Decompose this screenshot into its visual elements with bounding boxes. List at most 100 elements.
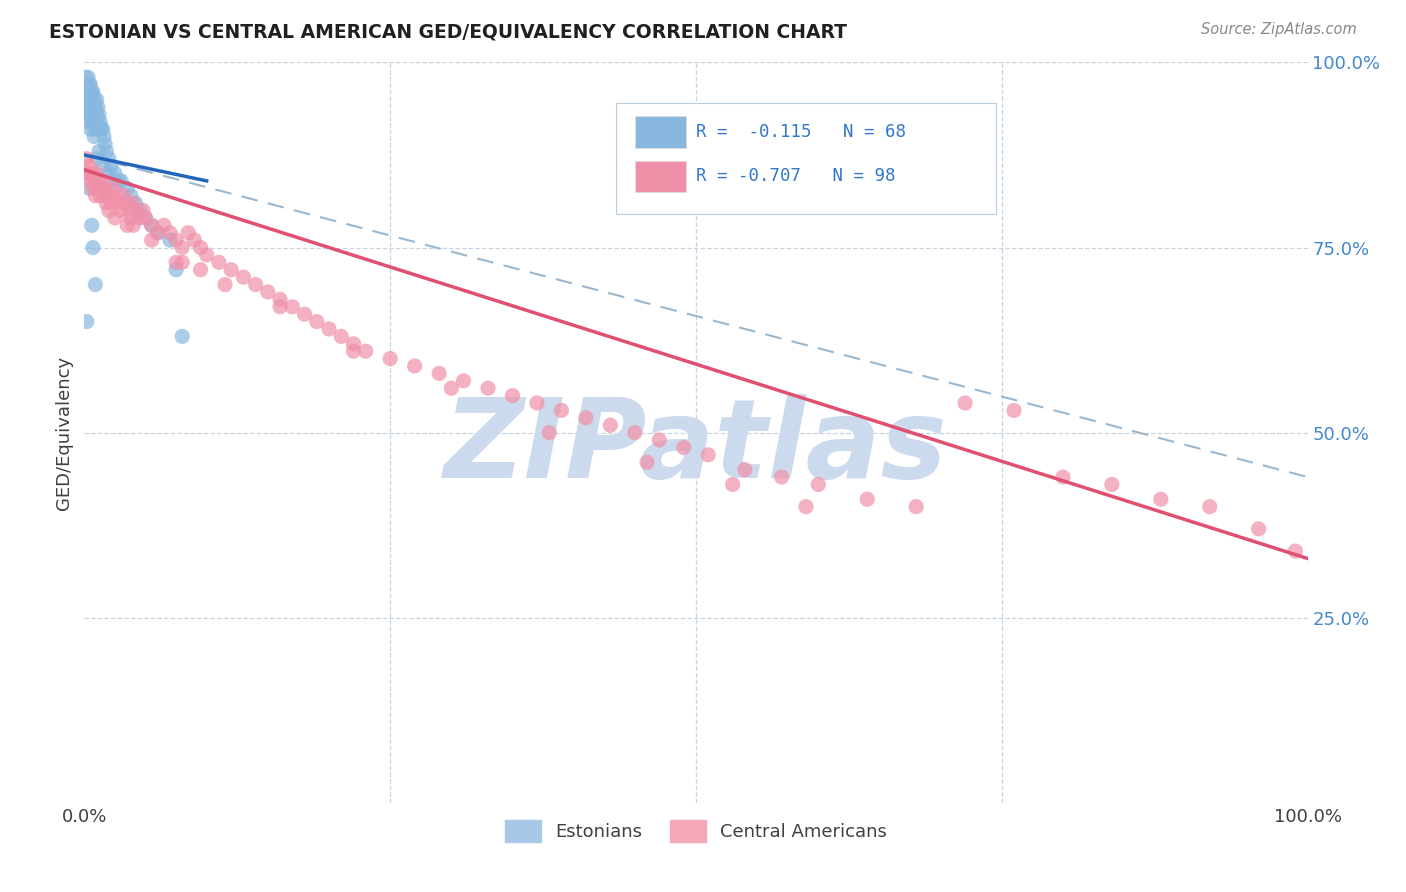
Point bbox=[1198, 500, 1220, 514]
Point bbox=[122, 219, 145, 233]
Point bbox=[1002, 403, 1025, 417]
Point bbox=[117, 203, 139, 218]
Point bbox=[87, 174, 110, 188]
Point bbox=[77, 181, 100, 195]
Point bbox=[91, 159, 114, 173]
Point bbox=[905, 500, 928, 514]
Point bbox=[1052, 470, 1074, 484]
Point bbox=[91, 122, 114, 136]
Point bbox=[86, 107, 108, 121]
Point bbox=[77, 78, 100, 92]
Point bbox=[77, 107, 100, 121]
Point bbox=[86, 122, 108, 136]
Y-axis label: GED/Equivalency: GED/Equivalency bbox=[55, 356, 73, 509]
Point bbox=[550, 403, 572, 417]
Point bbox=[440, 381, 463, 395]
Point bbox=[120, 188, 142, 202]
Point bbox=[125, 203, 148, 218]
Point bbox=[318, 322, 340, 336]
Point bbox=[120, 211, 142, 225]
Point bbox=[104, 166, 127, 180]
Point bbox=[648, 433, 671, 447]
Point bbox=[80, 100, 103, 114]
Point bbox=[214, 277, 236, 292]
Point bbox=[159, 226, 181, 240]
Point bbox=[1101, 477, 1123, 491]
Point bbox=[159, 233, 181, 247]
Point bbox=[128, 211, 150, 225]
Point bbox=[97, 188, 120, 202]
Legend: Estonians, Central Americans: Estonians, Central Americans bbox=[498, 813, 894, 849]
Point bbox=[141, 219, 163, 233]
Point bbox=[100, 159, 122, 173]
Point bbox=[141, 233, 163, 247]
Point bbox=[90, 122, 112, 136]
Point bbox=[77, 166, 100, 180]
Point bbox=[77, 159, 100, 173]
Point bbox=[83, 92, 105, 106]
Text: R =  -0.115   N = 68: R = -0.115 N = 68 bbox=[696, 123, 905, 141]
Point bbox=[794, 500, 817, 514]
Point bbox=[856, 492, 879, 507]
Point bbox=[75, 85, 97, 99]
Point bbox=[245, 277, 267, 292]
Point bbox=[87, 114, 110, 128]
Point bbox=[79, 92, 101, 106]
Point bbox=[122, 196, 145, 211]
Point bbox=[342, 344, 364, 359]
Point bbox=[97, 152, 120, 166]
Point bbox=[110, 174, 132, 188]
Point bbox=[128, 203, 150, 218]
Point bbox=[87, 107, 110, 121]
Point bbox=[75, 70, 97, 85]
Point bbox=[330, 329, 353, 343]
Point bbox=[79, 107, 101, 121]
Point bbox=[86, 166, 108, 180]
Point bbox=[269, 300, 291, 314]
Point bbox=[672, 441, 695, 455]
Point bbox=[153, 219, 176, 233]
Point bbox=[1150, 492, 1173, 507]
Point bbox=[93, 188, 115, 202]
Point bbox=[87, 145, 110, 159]
Point bbox=[96, 196, 118, 211]
Point bbox=[82, 240, 104, 255]
Point bbox=[84, 100, 107, 114]
Point bbox=[257, 285, 280, 299]
Point bbox=[82, 100, 104, 114]
Point bbox=[97, 203, 120, 218]
Point bbox=[165, 255, 187, 269]
Point bbox=[172, 240, 194, 255]
Point bbox=[82, 85, 104, 99]
Point bbox=[453, 374, 475, 388]
Point bbox=[83, 122, 105, 136]
Point bbox=[135, 211, 157, 225]
Point bbox=[208, 255, 231, 269]
Point bbox=[305, 314, 328, 328]
Point bbox=[107, 196, 129, 211]
Point bbox=[477, 381, 499, 395]
Point bbox=[125, 196, 148, 211]
Point bbox=[354, 344, 377, 359]
Point bbox=[380, 351, 402, 366]
Point bbox=[172, 255, 194, 269]
Point bbox=[165, 262, 187, 277]
Point bbox=[89, 114, 111, 128]
Point bbox=[132, 203, 155, 218]
Point bbox=[82, 181, 104, 195]
Point bbox=[281, 300, 304, 314]
Point bbox=[82, 114, 104, 128]
Point bbox=[177, 226, 200, 240]
Point bbox=[112, 188, 135, 202]
Point bbox=[141, 219, 163, 233]
FancyBboxPatch shape bbox=[616, 103, 995, 214]
Point bbox=[77, 85, 100, 99]
Point bbox=[734, 462, 756, 476]
Point bbox=[76, 107, 98, 121]
Point bbox=[172, 329, 194, 343]
Point bbox=[87, 181, 110, 195]
Point bbox=[1284, 544, 1306, 558]
Text: Source: ZipAtlas.com: Source: ZipAtlas.com bbox=[1201, 22, 1357, 37]
Point bbox=[575, 410, 598, 425]
Point bbox=[146, 226, 169, 240]
